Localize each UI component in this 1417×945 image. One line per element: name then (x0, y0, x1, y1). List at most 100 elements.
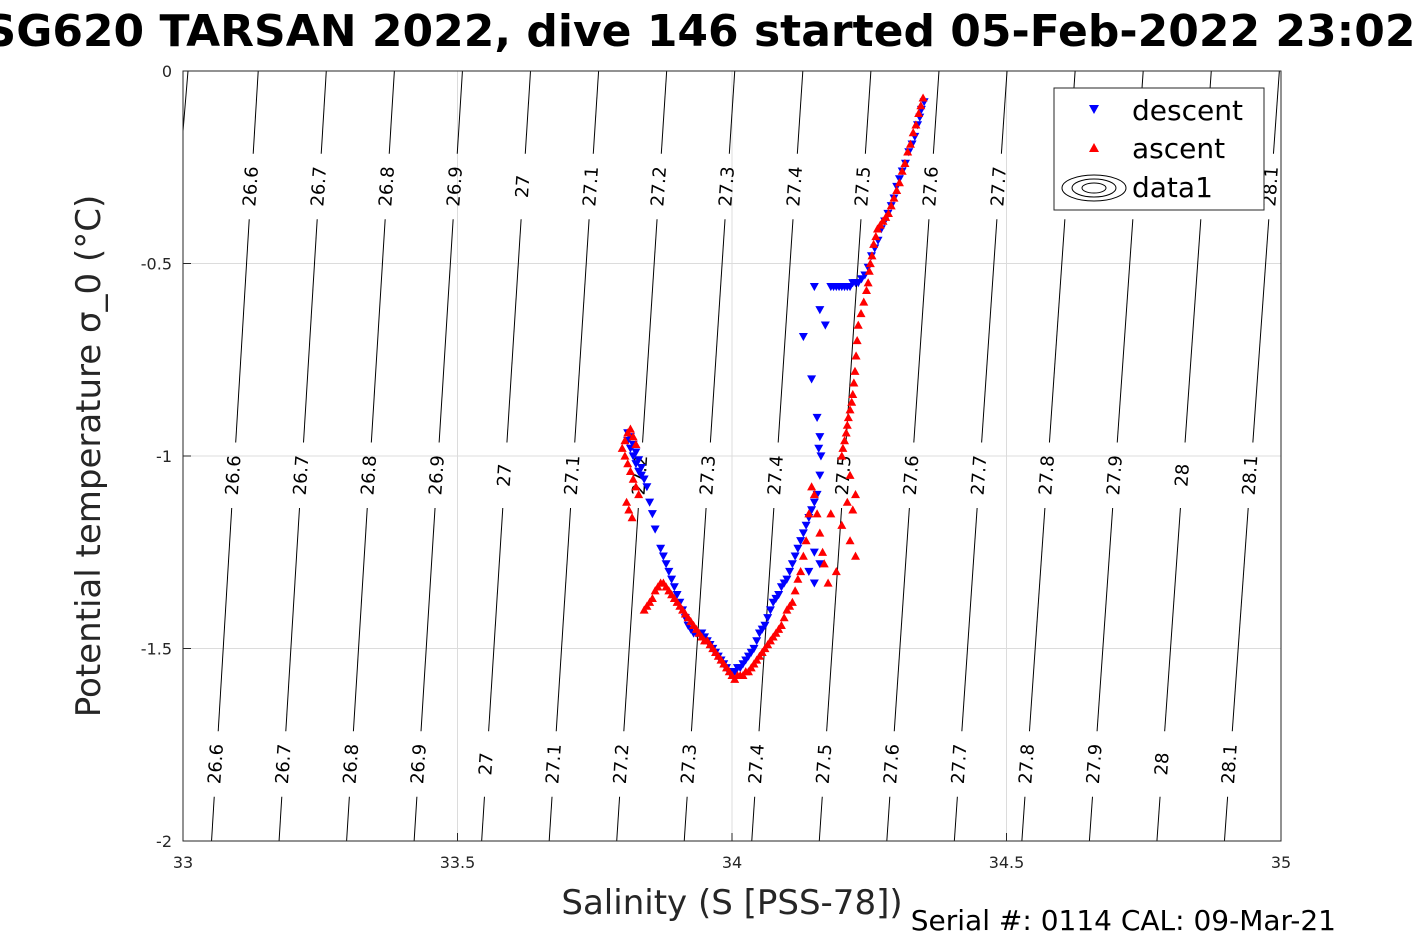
isopycnal-label: 28.1 (1239, 455, 1263, 496)
ascent-point (826, 509, 836, 518)
legend-data1-label: data1 (1132, 171, 1213, 204)
ascent-point (897, 166, 907, 175)
ascent-point (623, 459, 633, 468)
isopycnal-label: 26.9 (425, 455, 449, 496)
isopycnal-line (818, 796, 823, 842)
ascent-point (862, 285, 872, 295)
isopycnal-line (285, 507, 300, 732)
isopycnal-line (826, 507, 843, 732)
descent-point (776, 583, 786, 592)
isopycnal-line (932, 70, 940, 154)
ascent-point (819, 559, 829, 568)
isopycnal-label: 26.6 (204, 743, 228, 784)
ascent-point (620, 436, 630, 445)
isopycnal-line (728, 70, 736, 154)
isopycnal-line (981, 219, 998, 443)
ascent-point (837, 451, 847, 460)
isopycnal-line (1116, 219, 1134, 443)
legend-box (1053, 87, 1265, 211)
ascent-point (625, 424, 635, 433)
descent-point (650, 525, 660, 534)
isopycnal-label: 27.1 (579, 166, 603, 207)
ascent-point (809, 490, 819, 499)
ascent-point (908, 128, 918, 137)
isopycnal-line (506, 219, 522, 443)
isopycnal-line (303, 219, 318, 443)
descent-point (798, 333, 808, 342)
isopycnal-line (616, 796, 621, 842)
isopycnal-line (1096, 507, 1114, 732)
isopycnal-line (420, 507, 436, 732)
isopycnal-line (488, 507, 504, 732)
descent-point (793, 544, 803, 553)
isopycnal-label: 27.4 (764, 455, 788, 496)
isopycnal-label: 28.1 (1218, 743, 1242, 784)
grid-lines (183, 71, 1281, 841)
ascent-point (796, 567, 806, 576)
isopycnal-line (217, 507, 233, 732)
ascent-point (807, 482, 817, 491)
isopycnal-label: 27.4 (745, 743, 769, 784)
isopycnal-line (623, 507, 639, 732)
isopycnal-line (438, 219, 454, 443)
ascent-point (801, 536, 811, 545)
isopycnal-line (1184, 219, 1202, 443)
ascent-point (840, 436, 850, 445)
descent-point (815, 306, 825, 315)
isopycnal-label: 27.7 (948, 743, 972, 784)
ascent-point (850, 366, 860, 375)
y-tick-label: 0 (162, 62, 172, 81)
isopycnal-line (388, 70, 395, 154)
isopycnal-label: 27.7 (987, 166, 1011, 207)
descent-point (816, 452, 826, 461)
isopycnal-label: 27.3 (677, 743, 701, 784)
isopycnal-line (893, 507, 910, 732)
legend-descent-marker (1089, 105, 1099, 114)
y-axis-ticks: 0 -0.5 -1 -1.5 -2 (141, 62, 191, 851)
isopycnal-label: 27.4 (783, 166, 807, 207)
descent-point (815, 433, 825, 442)
ascent-point (852, 336, 862, 345)
isopycnal-label: 27.5 (851, 166, 875, 207)
ascent-point (617, 443, 627, 452)
isopycnal-line (278, 796, 283, 842)
ascent-point (838, 443, 848, 452)
isopycnal-line (751, 796, 756, 842)
isopycnal-line (235, 219, 250, 443)
isopycnal-line (320, 70, 327, 154)
descent-point (790, 552, 800, 561)
descent-point (768, 598, 778, 607)
descent-point (814, 444, 824, 453)
y-tick-label: -2 (156, 832, 172, 851)
ascent-point (841, 428, 851, 437)
isopycnal-label: 27.2 (647, 166, 671, 207)
ascent-point (892, 185, 902, 194)
ascent-point (650, 586, 660, 595)
ascent-point (628, 474, 638, 483)
isopycnal-line (1048, 219, 1066, 443)
ascent-point (867, 251, 877, 260)
ascent-point (886, 201, 896, 210)
isopycnal-label: 26.8 (340, 743, 364, 784)
isopycnal-line (683, 796, 688, 842)
isopycnal-label: 27.5 (832, 455, 856, 496)
descent-point (787, 560, 797, 569)
ascent-point (865, 259, 875, 268)
ascent-point (845, 470, 855, 479)
data-series (617, 93, 929, 683)
descent-point (647, 510, 657, 519)
isopycnal-line (1231, 507, 1249, 732)
ascent-point (812, 509, 822, 518)
x-axis-ticks: 33 33.5 34 34.5 35 (173, 833, 1291, 872)
ascent-point (916, 101, 926, 110)
ascent-point (622, 497, 632, 506)
isopycnal-label: 27.2 (610, 743, 634, 784)
isopycnal-line (864, 70, 872, 154)
ascent-point (627, 513, 637, 522)
isopycnal-line (1088, 796, 1093, 842)
ascent-point (804, 509, 814, 518)
series-ascent (617, 93, 928, 683)
ascent-point (779, 613, 789, 622)
descent-point (820, 321, 830, 330)
